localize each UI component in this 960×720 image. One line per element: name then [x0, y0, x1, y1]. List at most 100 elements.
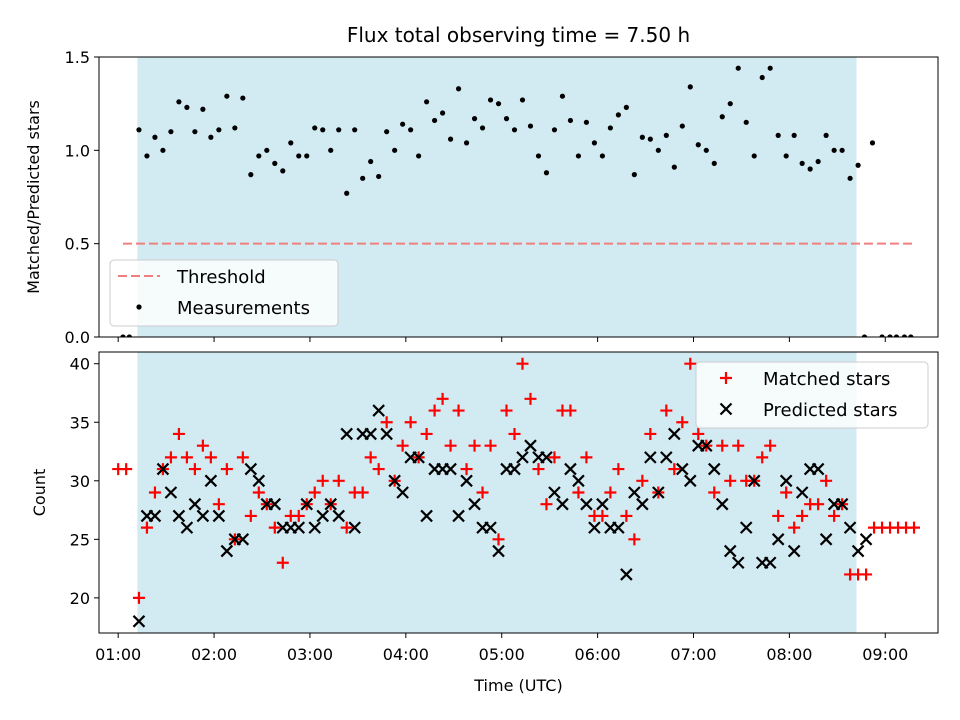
- matched-point: [164, 451, 177, 464]
- predicted-point: [763, 556, 777, 570]
- matched-point: [780, 486, 793, 499]
- predicted-point: [212, 509, 226, 523]
- predicted-point: [572, 474, 585, 488]
- measurement-point: [176, 99, 182, 105]
- measurement-point: [495, 101, 502, 107]
- legend-box: [695, 361, 929, 429]
- predicted-point: [148, 509, 162, 523]
- measurement-point: [869, 140, 876, 146]
- predicted-point: [660, 451, 673, 464]
- measurement-point: [424, 99, 430, 105]
- matched-point: [628, 533, 641, 546]
- matched-point: [372, 463, 385, 476]
- measurement-point: [136, 127, 142, 133]
- measurement-point: [519, 97, 526, 103]
- axes-frame: [98, 351, 939, 634]
- matched-point: [428, 404, 441, 417]
- predicted-point: [452, 509, 465, 523]
- predicted-point: [188, 497, 202, 511]
- measurement-point: [799, 160, 805, 166]
- matched-point: [180, 451, 193, 464]
- measurement-point: [823, 132, 829, 138]
- predicted-point: [851, 544, 865, 558]
- matched-point: [204, 451, 217, 464]
- measurement-point: [791, 132, 797, 138]
- predicted-point: [699, 439, 713, 452]
- matched-point: [788, 521, 801, 534]
- predicted-point: [460, 474, 473, 488]
- matched-point: [516, 357, 529, 370]
- matched-point: [188, 463, 201, 476]
- measurement-point: [655, 147, 661, 153]
- y-tick-label: 0.0: [65, 328, 90, 347]
- matched-point: [500, 404, 513, 417]
- measurement-point: [256, 153, 262, 159]
- matched-point: [220, 463, 233, 476]
- measurement-point: [663, 132, 669, 138]
- measurement-point: [901, 334, 908, 337]
- matched-point: [828, 509, 841, 522]
- predicted-point: [819, 533, 833, 546]
- matched-point: [292, 509, 305, 522]
- measurement-point: [487, 97, 494, 103]
- predicted-point: [843, 521, 857, 534]
- predicted-point: [723, 544, 737, 558]
- predicted-point: [516, 451, 529, 464]
- measurement-point: [376, 173, 382, 180]
- legend-bottom: Matched stars Predicted stars: [695, 361, 929, 429]
- matched-point: [332, 474, 345, 487]
- predicted-point: [156, 462, 170, 476]
- predicted-point: [731, 556, 745, 570]
- predicted-point: [444, 462, 457, 476]
- chart-title: Flux total observing time = 7.50 h: [347, 23, 690, 47]
- measurement-point: [416, 153, 422, 159]
- predicted-point: [180, 521, 194, 534]
- measurement-point: [847, 175, 853, 181]
- measurement-point: [184, 104, 190, 110]
- measurement-point: [200, 106, 206, 112]
- predicted-point: [364, 427, 377, 441]
- measurement-point: [719, 114, 725, 120]
- predicted-point: [372, 404, 385, 417]
- predicted-point: [612, 521, 625, 534]
- predicted-point: [556, 497, 569, 511]
- matched-point: [396, 439, 409, 452]
- matched-point: [436, 392, 449, 405]
- measurement-point: [336, 127, 342, 133]
- matched-point: [684, 357, 697, 370]
- measurement-point: [344, 190, 350, 196]
- measurement-point: [751, 153, 757, 159]
- predicted-point: [636, 497, 649, 511]
- measurement-point: [695, 142, 701, 148]
- measurement-point: [296, 153, 302, 159]
- measurement-point: [831, 147, 837, 153]
- matched-point: [380, 416, 393, 429]
- predicted-point: [252, 474, 266, 488]
- predicted-point: [396, 486, 409, 499]
- predicted-point: [779, 474, 793, 488]
- measurement-point: [328, 147, 334, 153]
- predicted-point: [492, 544, 505, 558]
- predicted-point: [292, 521, 306, 534]
- predicted-point: [684, 474, 697, 488]
- measurement-point: [583, 119, 590, 125]
- matched-point: [716, 439, 729, 452]
- matched-point: [644, 427, 657, 440]
- predicted-point: [236, 533, 250, 546]
- measurement-point: [304, 153, 310, 159]
- measurement-point: [447, 136, 454, 142]
- matched-point: [580, 451, 593, 464]
- measurement-point: [384, 129, 390, 135]
- measurement-point: [567, 117, 574, 124]
- predicted-point: [859, 533, 873, 546]
- x-tick-label: 02:00: [191, 645, 237, 664]
- plot-area: [120, 65, 915, 337]
- predicted-point: [787, 544, 801, 558]
- legend-measurement-swatch: [136, 304, 142, 310]
- matched-point: [212, 498, 225, 511]
- measurement-point: [144, 153, 150, 159]
- predicted-point: [220, 544, 234, 558]
- measurement-point: [503, 116, 510, 122]
- predicted-point: [324, 497, 338, 511]
